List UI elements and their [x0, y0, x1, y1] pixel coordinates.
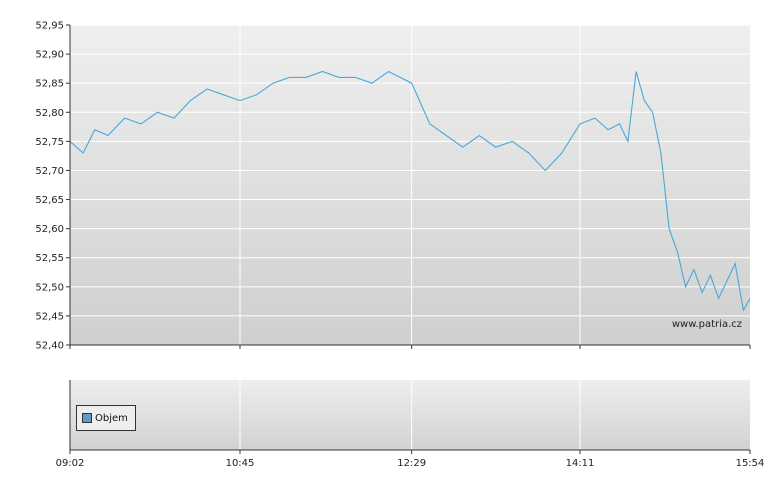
y-tick-label: 52,45: [35, 311, 64, 322]
grid-lines: [70, 24, 750, 345]
y-tick-label: 52,60: [35, 224, 64, 235]
volume-legend-label: Objem: [95, 412, 128, 424]
x-tick-label: 15:54: [736, 458, 765, 469]
y-tick-label: 52,80: [35, 108, 64, 119]
x-tick-label: 09:02: [56, 458, 85, 469]
x-axis: 09:02 10:45 12:29 14:11 15:54: [56, 345, 765, 469]
y-tick-label: 52,85: [35, 79, 64, 90]
y-tick-label: 52,95: [35, 21, 64, 32]
price-plot-background: [70, 25, 750, 345]
volume-legend: Objem: [76, 405, 136, 431]
y-tick-label: 52,75: [35, 137, 64, 148]
y-tick-label: 52,50: [35, 282, 64, 293]
volume-grid-lines: [239, 380, 581, 450]
volume-legend-swatch: [82, 413, 92, 423]
y-tick-label: 52,90: [35, 50, 64, 61]
x-tick-label: 10:45: [226, 458, 255, 469]
y-axis: 52,95 52,90 52,85 52,80 52,75 52,70 52,65 52,60…: [35, 21, 70, 352]
price-line: [69, 70, 751, 312]
y-tick-label: 52,40: [35, 341, 64, 352]
y-tick-label: 52,70: [35, 166, 64, 177]
y-tick-label: 52,55: [35, 253, 64, 264]
y-tick-label: 52,65: [35, 195, 64, 206]
volume-plot-background: [70, 380, 750, 450]
x-tick-label: 14:11: [566, 458, 595, 469]
x-tick-label: 12:29: [397, 458, 426, 469]
watermark-text: www.patria.cz: [672, 319, 742, 330]
